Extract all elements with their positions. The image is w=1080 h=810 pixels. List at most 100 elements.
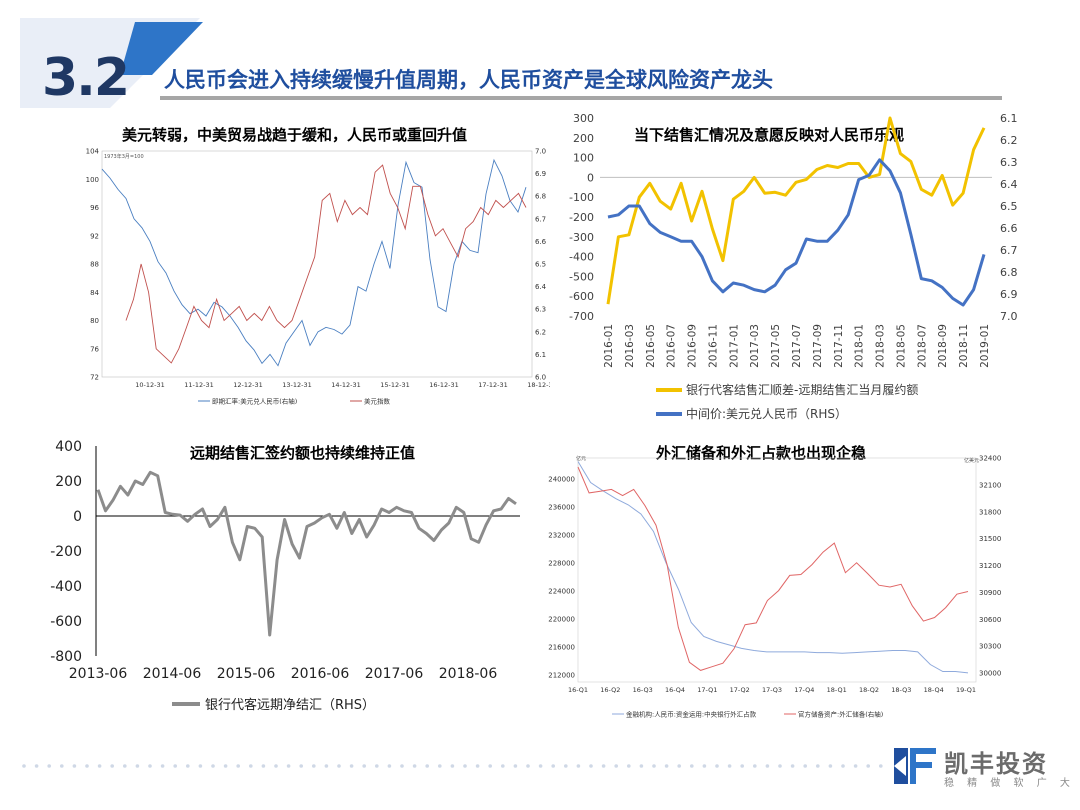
chart4-x-tick: 18-Q1	[827, 686, 847, 694]
chart4-x-tick: 17-Q1	[697, 686, 717, 694]
chart4-left-tick: 224000	[548, 588, 575, 596]
footer-dot	[324, 764, 329, 768]
chart1-x-tick: 10-12-31	[135, 381, 165, 389]
chart4-right-tick: 30000	[979, 670, 1001, 678]
chart4-series-fx-funds	[577, 461, 969, 674]
chart1-left-tick: 96	[90, 204, 99, 212]
chart1-x-tick: 12-12-31	[233, 381, 263, 389]
chart2-series-settlement	[606, 116, 986, 305]
chart4-right-unit: 亿美元	[964, 457, 979, 464]
chart2-x-tick: 2017-07	[791, 324, 803, 368]
chart2-fx-settlement: 300 200 100 0 -100 -200 -300 -400 -500 -600 -700 6.…	[569, 112, 1018, 421]
chart1-x-tick: 15-12-31	[380, 381, 410, 389]
footer-dot	[223, 764, 228, 768]
chart2-x-tick: 2018-09	[937, 324, 949, 368]
chart2-right-tick: 6.7	[1000, 244, 1018, 257]
footer-dot	[589, 764, 593, 768]
footer-dot	[601, 764, 606, 768]
chart4-legend-fx-funds: 金融机构:人民币:资金运用:中央银行外汇占款	[626, 710, 757, 719]
chart2-left-tick: -600	[569, 290, 594, 303]
footer-dot	[123, 764, 127, 768]
chart4-frame	[577, 457, 977, 683]
chart2-right-tick: 6.2	[1000, 134, 1018, 147]
footer-dot	[97, 764, 102, 768]
chart2-legend-cny-fixing: 中间价:美元兑人民币（RHS）	[686, 406, 847, 421]
footer-dot	[790, 764, 795, 768]
footer-dot	[715, 764, 719, 768]
chart1-left-tick: 104	[86, 148, 100, 156]
footer-dot	[47, 764, 51, 768]
chart2-x-tick: 2016-05	[645, 324, 657, 368]
chart4-legend-fx-reserves: 官方储备资产:外汇储备(右轴)	[798, 710, 883, 719]
chart3-y-tick: -400	[50, 579, 82, 595]
chart4-x-tick: 16-Q3	[633, 686, 653, 694]
chart1-frame	[101, 150, 533, 378]
footer-dot	[765, 764, 770, 768]
chart4-right-tick: 30300	[979, 643, 1001, 651]
footer-dot	[664, 764, 669, 768]
chart2-x-tick: 2016-09	[687, 324, 699, 368]
chart2-x-tick: 2018-07	[916, 324, 928, 368]
chart1-right-tick: 6.5	[535, 261, 546, 269]
chart2-left-tick: -700	[569, 310, 594, 323]
chart1-legend-usdcny: 即期汇率:美元兑人民币(右轴)	[212, 397, 297, 406]
footer-dot	[85, 764, 89, 768]
chart2-x-tick: 2018-03	[875, 324, 887, 368]
chart4-left-tick: 232000	[548, 532, 575, 540]
chart3-y-tick: 400	[55, 439, 82, 455]
footer-dot	[60, 764, 64, 768]
chart4-x-tick: 18-Q2	[859, 686, 879, 694]
chart2-x-tick: 2019-01	[979, 324, 991, 368]
chart4-left-tick: 220000	[548, 616, 575, 624]
chart1-left-tick: 92	[90, 232, 99, 240]
footer-dot	[211, 764, 215, 768]
footer-dot	[866, 764, 870, 768]
chart4-x-tick: 17-Q4	[794, 686, 814, 694]
chart4-x-tick: 16-Q1	[568, 686, 588, 694]
chart2-x-tick: 2018-05	[895, 324, 907, 368]
chart2-left-tick: -100	[569, 191, 594, 204]
chart2-legend-settlement: 银行代客结售汇顺差-远期结售汇当月履约额	[686, 382, 918, 397]
brand-name: 凯丰投资	[944, 750, 1048, 778]
chart3-y-tick: -200	[50, 544, 82, 560]
brand-slogan: 稳 精 做 软 广 大	[944, 778, 1075, 789]
chart1-right-tick: 6.6	[535, 238, 547, 246]
chart2-x-tick: 2016-01	[603, 324, 615, 368]
chart2-x-tick: 2016-07	[666, 324, 678, 368]
chart4-title: 外汇储备和外汇占款也出现企稳	[656, 444, 867, 462]
chart1-right-tick: 7.0	[535, 148, 546, 156]
chart2-left-tick: 0	[587, 171, 594, 184]
footer-dot	[475, 764, 480, 768]
footer-dot	[627, 764, 631, 768]
chart1-x-tick: 13-12-31	[282, 381, 312, 389]
chart1-series-usdcny	[101, 158, 527, 367]
chart3-x-tick: 2017-06	[365, 666, 424, 682]
footer-dot	[513, 764, 518, 768]
chart4-x-tick: 18-Q4	[924, 686, 944, 694]
chart2-right-tick: 6.1	[1000, 112, 1018, 125]
chart1-left-tick: 72	[90, 374, 99, 382]
chart2-left-tick: -500	[569, 270, 594, 283]
slide-title: 人民币会进入持续缓慢升值周期，人民币资产是全球风险资产龙头	[164, 68, 773, 92]
chart4-series-fx-reserves	[577, 466, 969, 671]
footer-dot	[72, 764, 77, 768]
chart1-x-tick: 16-12-31	[429, 381, 459, 389]
chart3-series-forward	[96, 470, 517, 637]
chart1-right-tick: 6.9	[535, 170, 546, 178]
chart1-right-tick: 6.7	[535, 215, 546, 223]
footer-dot	[538, 764, 543, 768]
footer-dot	[249, 764, 253, 768]
footer-dot	[727, 764, 732, 768]
chart4-x-tick: 17-Q3	[762, 686, 782, 694]
chart3-x-tick: 2014-06	[143, 666, 202, 682]
chart2-title: 当下结售汇情况及意愿反映对人民币乐观	[634, 126, 905, 144]
chart4-left-tick: 236000	[548, 504, 575, 512]
footer-dot	[816, 764, 820, 768]
chart1-right-tick: 6.4	[535, 283, 547, 291]
chart2-right-tick: 6.4	[1000, 178, 1018, 191]
chart3-y-tick: 200	[55, 474, 82, 490]
chart2-left-tick: 300	[573, 112, 594, 125]
footer-dot	[198, 764, 203, 768]
footer-dot	[261, 764, 266, 768]
chart2-right-tick: 6.6	[1000, 222, 1018, 235]
